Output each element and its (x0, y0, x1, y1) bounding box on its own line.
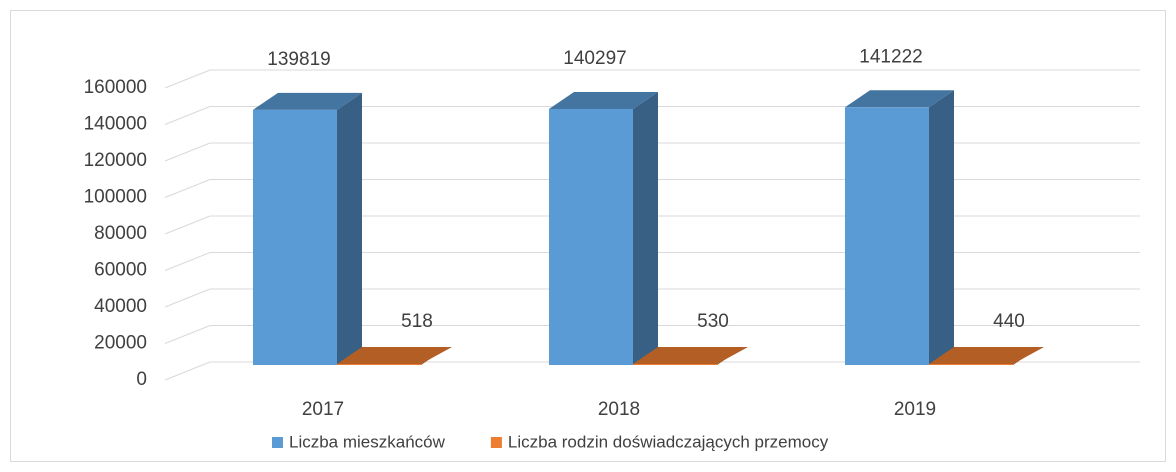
y-tick-label: 160000 (84, 77, 147, 98)
grid-line (164, 288, 211, 308)
data-label: 139819 (267, 49, 330, 70)
bar-top (633, 347, 748, 364)
bar-side (929, 90, 954, 366)
legend-label: Liczba rodzin doświadczających przemocy (508, 432, 829, 451)
data-label: 140297 (563, 48, 626, 69)
y-tick-label: 20000 (94, 333, 147, 354)
legend-label: Liczba mieszkańców (289, 432, 446, 451)
grid-line (164, 179, 211, 198)
grid-line (164, 106, 211, 125)
y-tick-label: 100000 (84, 187, 147, 208)
data-label: 141222 (859, 46, 922, 67)
grid-line (164, 215, 211, 235)
grid-line (164, 325, 211, 344)
grid-line (164, 69, 211, 89)
bar-top (845, 90, 954, 108)
bar (929, 364, 1013, 365)
legend-swatch (490, 437, 502, 448)
y-tick-label: 0 (136, 369, 147, 390)
bar (845, 107, 929, 366)
x-tick-label: 2019 (894, 399, 936, 420)
bar (633, 364, 717, 365)
y-tick-label: 40000 (94, 296, 147, 317)
bar-top (549, 91, 658, 109)
x-tick-label: 2017 (302, 399, 344, 420)
y-tick-label: 140000 (84, 114, 147, 135)
bar-top (253, 92, 362, 110)
x-tick-label: 2018 (598, 399, 640, 420)
bar (337, 364, 421, 365)
bar-top (337, 347, 452, 364)
bar-top (929, 347, 1044, 364)
bar (253, 109, 337, 365)
grid-line (164, 361, 211, 381)
y-tick-label: 60000 (94, 260, 147, 281)
bar (549, 108, 633, 365)
bar-side (337, 92, 362, 365)
data-label: 440 (993, 311, 1025, 332)
data-label: 530 (697, 311, 729, 332)
grid-line (164, 142, 211, 162)
data-label: 518 (401, 311, 433, 332)
grid-line (164, 252, 211, 271)
legend-swatch (272, 437, 283, 448)
y-tick-label: 120000 (84, 150, 147, 171)
bar-side (633, 91, 658, 365)
y-tick-label: 80000 (94, 223, 147, 244)
